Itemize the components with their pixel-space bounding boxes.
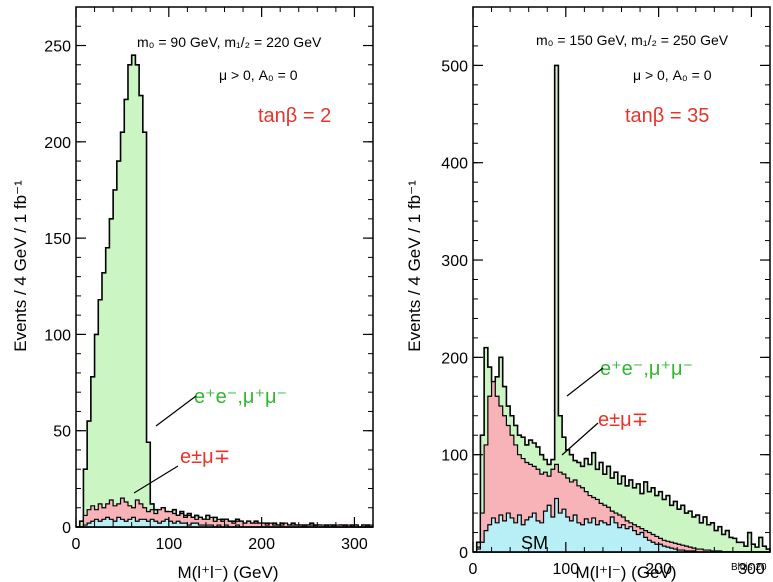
series-sm-1 xyxy=(473,497,770,553)
y-tick-label: 300 xyxy=(441,253,468,270)
left-arrow-sf xyxy=(155,395,197,427)
x-tick-label: 100 xyxy=(552,561,579,578)
left-ylabel: Events / 4 GeV / 1 fb⁻¹ xyxy=(11,180,30,352)
y-tick-label: 100 xyxy=(44,327,71,344)
left-ticks: 0 100 200 300 0 50 100 150 200 250 xyxy=(44,6,374,553)
x-tick-label: 0 xyxy=(72,536,81,553)
right-params: m₀ = 150 GeV, m₁/₂ = 250 GeV xyxy=(536,32,729,48)
y-tick-label: 100 xyxy=(441,448,468,465)
x-tick-label: 300 xyxy=(738,561,765,578)
right-ylabel: Events / 4 GeV / 1 fb⁻¹ xyxy=(405,180,424,352)
right-tanb: tanβ = 35 xyxy=(625,105,709,127)
y-tick-label: 400 xyxy=(441,156,468,173)
x-tick-label: 300 xyxy=(341,536,368,553)
right-label-sm: SM xyxy=(521,533,548,553)
blois-footer: Blois 20 xyxy=(731,562,767,573)
y-tick-label: 0 xyxy=(459,545,468,562)
left-label-of: e±μ∓ xyxy=(180,446,230,468)
left-arrow-of xyxy=(133,465,179,494)
x-tick-label: 200 xyxy=(645,561,672,578)
right-sign: μ > 0, A₀ = 0 xyxy=(633,67,712,83)
left-panel: 0 100 200 300 0 50 100 150 200 250 m₀ = 90 GeV, m… xyxy=(11,6,374,582)
left-sign: μ > 0, A₀ = 0 xyxy=(219,67,298,83)
right-panel: 0 100 200 300 0 100 200 300 400 500 m₀ = 150 GeV,… xyxy=(405,6,771,582)
right-arrow-of xyxy=(561,422,599,456)
y-tick-label: 200 xyxy=(441,350,468,367)
right-label-of: e±μ∓ xyxy=(598,409,648,431)
right-histograms xyxy=(473,64,771,553)
x-tick-label: 100 xyxy=(155,536,182,553)
left-xlabel: M(l⁺l⁻) (GeV) xyxy=(177,563,278,582)
y-tick-label: 150 xyxy=(44,231,71,248)
left-tanb: tanβ = 2 xyxy=(258,105,331,127)
y-tick-label: 250 xyxy=(44,39,71,56)
y-tick-label: 0 xyxy=(62,520,71,537)
y-tick-label: 200 xyxy=(44,135,71,152)
right-label-sf: e⁺e⁻,μ⁺μ⁻ xyxy=(600,358,693,380)
x-tick-label: 0 xyxy=(469,561,478,578)
y-tick-label: 50 xyxy=(53,424,71,441)
y-tick-label: 500 xyxy=(441,58,468,75)
x-tick-label: 200 xyxy=(248,536,275,553)
right-arrow-sf xyxy=(566,367,604,397)
left-params: m₀ = 90 GeV, m₁/₂ = 220 GeV xyxy=(137,34,322,50)
right-xlabel: M(l⁺l⁻) (GeV) xyxy=(575,563,676,582)
right-ticks: 0 100 200 300 0 100 200 300 400 500 xyxy=(441,6,771,578)
left-label-sf: e⁺e⁻,μ⁺μ⁻ xyxy=(194,386,287,408)
